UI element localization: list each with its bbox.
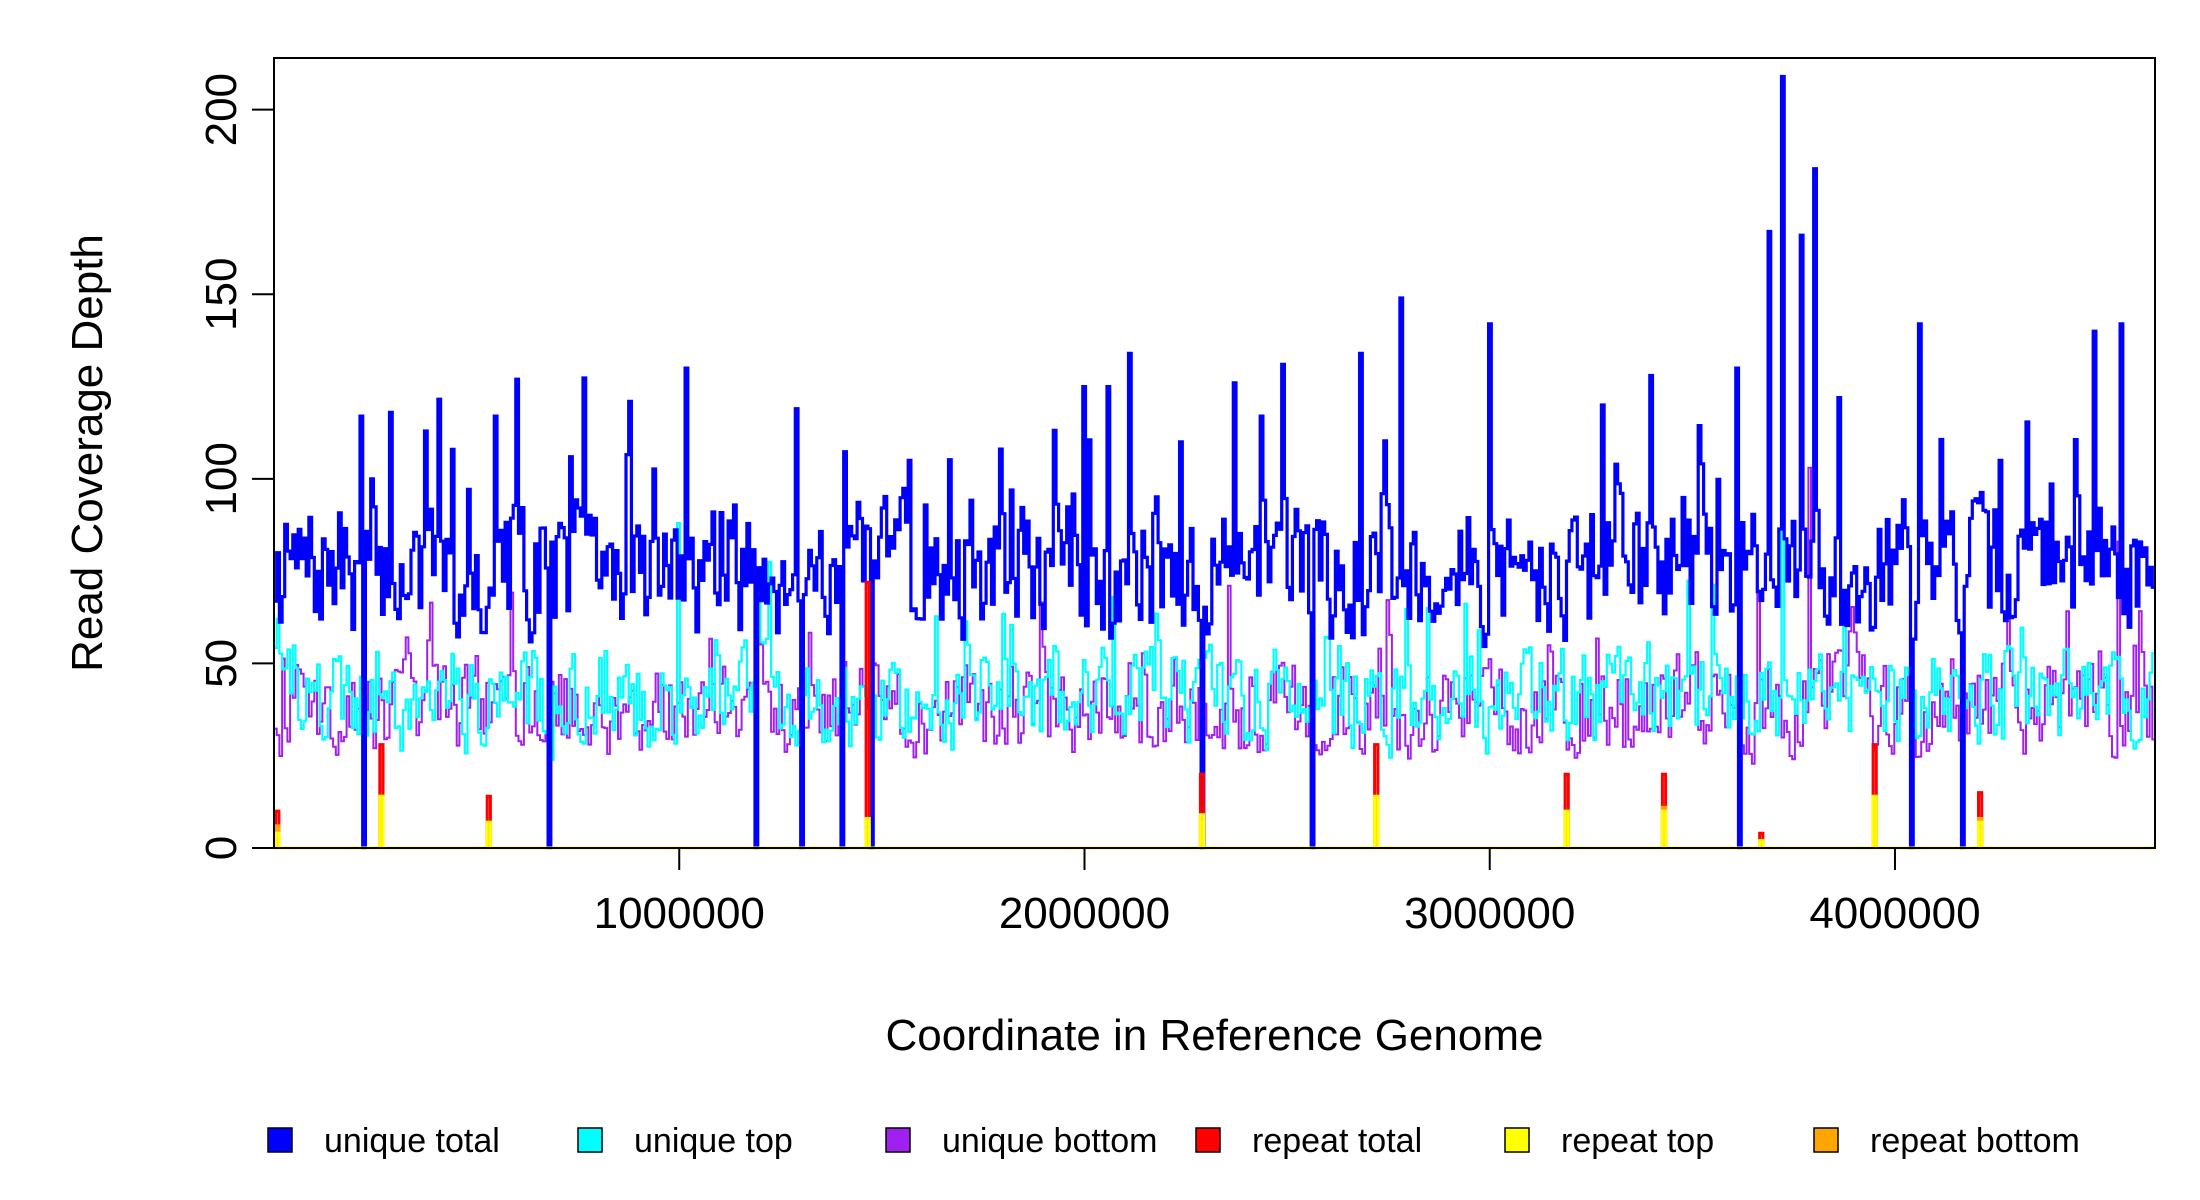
series-line-unique-total bbox=[274, 74, 2155, 850]
plot-frame bbox=[273, 57, 2156, 849]
x-axis-title: Coordinate in Reference Genome bbox=[886, 1011, 1544, 1060]
y-tick-label: 150 bbox=[197, 258, 246, 331]
legend: unique total unique top unique bottom repea… bbox=[267, 1122, 2080, 1160]
x-tick-label: 3000000 bbox=[1404, 889, 1575, 938]
legend-label: repeat top bbox=[1561, 1122, 1714, 1160]
legend-label: unique top bbox=[634, 1122, 793, 1160]
legend-swatch bbox=[885, 1127, 911, 1153]
y-tick-label: 0 bbox=[197, 836, 246, 860]
y-axis: 0 50 100 150 200 bbox=[197, 73, 274, 860]
series-line-unique-top bbox=[274, 378, 2155, 850]
x-tick-label: 4000000 bbox=[1809, 889, 1980, 938]
y-axis-title: Read Coverage Depth bbox=[63, 234, 112, 672]
legend-item-repeat-total: repeat total bbox=[1195, 1122, 1422, 1160]
legend-label: unique bottom bbox=[942, 1122, 1158, 1160]
series-line-unique-bottom bbox=[274, 466, 2155, 849]
legend-item-repeat-top: repeat top bbox=[1504, 1122, 1714, 1160]
x-axis: 1000000 2000000 3000000 4000000 bbox=[594, 848, 1981, 938]
legend-item-repeat-bottom: repeat bottom bbox=[1813, 1122, 2080, 1160]
legend-swatch bbox=[1504, 1127, 1530, 1153]
x-tick-label: 2000000 bbox=[999, 889, 1170, 938]
series-layer bbox=[274, 74, 2155, 850]
legend-label: unique total bbox=[324, 1122, 500, 1160]
legend-swatch bbox=[1813, 1127, 1839, 1153]
y-tick-label: 50 bbox=[197, 639, 246, 688]
legend-swatch bbox=[1195, 1127, 1221, 1153]
series-line-repeat-top bbox=[274, 794, 2155, 850]
legend-swatch bbox=[267, 1127, 293, 1153]
legend-item-unique-total: unique total bbox=[267, 1122, 500, 1160]
y-tick-label: 200 bbox=[197, 73, 246, 146]
legend-swatch bbox=[577, 1127, 603, 1153]
legend-item-unique-bottom: unique bottom bbox=[885, 1122, 1158, 1160]
x-tick-label: 1000000 bbox=[594, 889, 765, 938]
legend-item-unique-top: unique top bbox=[577, 1122, 793, 1160]
legend-label: repeat total bbox=[1252, 1122, 1422, 1160]
legend-label: repeat bottom bbox=[1870, 1122, 2080, 1160]
y-tick-label: 100 bbox=[197, 442, 246, 515]
